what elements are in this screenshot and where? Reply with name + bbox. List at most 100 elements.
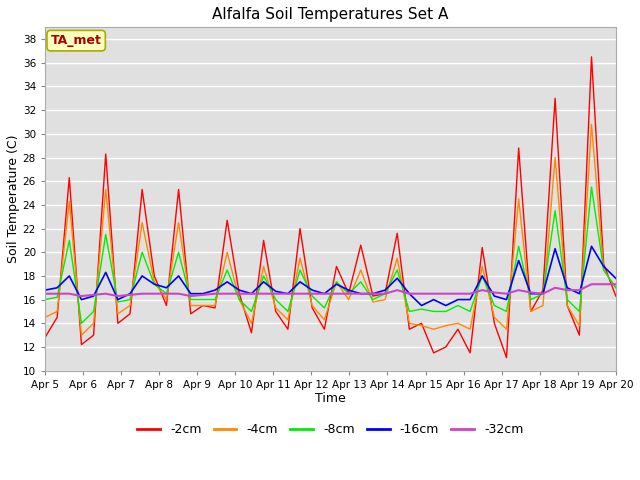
-4cm [600,267,607,273]
-2cm [466,350,474,356]
Line: -16cm: -16cm [45,246,616,306]
-2cm [381,291,389,297]
-4cm [369,299,377,305]
-32cm [575,287,583,293]
-32cm [150,291,158,297]
-4cm [296,255,304,261]
-4cm [502,326,510,332]
-2cm [260,238,268,243]
-16cm [175,273,182,279]
-32cm [77,293,85,299]
-16cm [515,258,522,264]
-8cm [114,299,122,305]
-2cm [515,145,522,151]
-8cm [284,309,292,314]
-8cm [41,297,49,302]
-16cm [260,279,268,285]
-16cm [321,291,328,297]
-2cm [77,342,85,348]
-8cm [539,291,547,297]
-8cm [515,243,522,249]
-2cm [563,303,571,309]
-32cm [406,291,413,297]
-16cm [77,297,85,302]
-32cm [442,291,450,297]
-4cm [163,297,170,302]
-16cm [345,287,353,293]
-2cm [406,326,413,332]
-16cm [575,291,583,297]
-16cm [369,291,377,297]
-2cm [138,187,146,192]
-16cm [65,273,73,279]
-8cm [478,273,486,279]
-32cm [65,291,73,297]
-16cm [612,276,620,281]
-8cm [308,293,316,299]
-8cm [418,306,426,312]
-8cm [357,279,365,285]
-2cm [430,350,438,356]
-4cm [150,279,158,285]
-32cm [114,293,122,299]
-2cm [41,335,49,340]
-8cm [345,291,353,297]
-2cm [369,293,377,299]
-8cm [199,297,207,302]
-32cm [211,291,219,297]
-4cm [442,323,450,328]
-32cm [102,291,109,297]
-4cm [211,303,219,309]
-4cm [272,305,280,311]
-32cm [248,291,255,297]
-8cm [369,297,377,302]
-8cm [248,309,255,314]
-8cm [223,267,231,273]
-32cm [588,281,595,287]
Line: -32cm: -32cm [45,284,616,296]
-4cm [394,255,401,261]
-4cm [466,326,474,332]
-4cm [357,267,365,273]
-32cm [296,291,304,297]
-8cm [442,309,450,314]
Line: -2cm: -2cm [45,57,616,358]
-4cm [490,314,498,320]
-2cm [223,217,231,223]
-4cm [539,303,547,309]
-8cm [150,281,158,287]
-8cm [333,279,340,285]
-32cm [187,293,195,299]
-8cm [272,297,280,302]
-8cm [394,267,401,273]
-2cm [211,305,219,311]
-16cm [236,287,243,293]
-16cm [126,291,134,297]
-2cm [357,242,365,248]
Legend: -2cm, -4cm, -8cm, -16cm, -32cm: -2cm, -4cm, -8cm, -16cm, -32cm [132,418,529,441]
-8cm [102,232,109,238]
Y-axis label: Soil Temperature (C): Soil Temperature (C) [7,135,20,263]
-32cm [260,291,268,297]
-8cm [211,297,219,302]
-32cm [527,289,534,295]
-4cm [199,303,207,309]
-4cm [333,279,340,285]
-2cm [588,54,595,60]
-32cm [163,291,170,297]
-2cm [539,287,547,293]
-4cm [223,250,231,255]
-32cm [272,291,280,297]
-8cm [260,273,268,279]
-8cm [612,285,620,291]
-2cm [236,291,243,297]
-32cm [41,291,49,297]
-8cm [296,267,304,273]
-8cm [175,250,182,255]
-16cm [588,243,595,249]
-4cm [454,321,462,326]
-8cm [490,303,498,309]
-8cm [563,297,571,302]
-32cm [357,291,365,297]
-32cm [345,291,353,297]
